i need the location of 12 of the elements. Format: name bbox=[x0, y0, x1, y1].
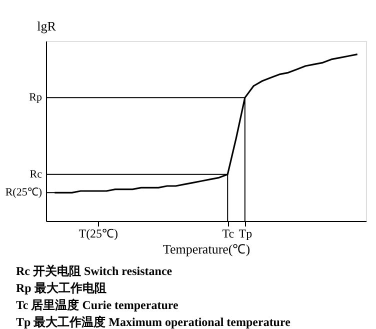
x-tick-label: Tc bbox=[222, 226, 234, 240]
x-tick-label: Tp bbox=[238, 226, 252, 240]
text: Rp 最大工作电阻 bbox=[16, 281, 106, 295]
text: Tp 最大工作温度 Maximum operational temperature bbox=[16, 315, 292, 329]
text: Tc 居里温度 Curie temperature bbox=[16, 298, 179, 312]
text: Rc 开关电阻 Switch resistance bbox=[16, 264, 173, 278]
ref-line-label: Rc bbox=[30, 168, 42, 180]
x-axis-title: Temperature(℃) bbox=[162, 242, 250, 256]
ref-line-label: R(25℃) bbox=[5, 186, 42, 199]
x-tick-label: T(25℃) bbox=[78, 226, 118, 240]
y-axis-title: lgR bbox=[37, 18, 56, 34]
ref-line-label: Rp bbox=[29, 92, 42, 104]
